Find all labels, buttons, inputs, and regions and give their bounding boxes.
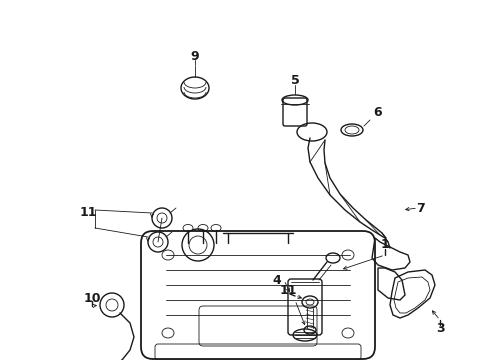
Text: 1: 1	[381, 238, 390, 252]
Text: 5: 5	[291, 73, 299, 86]
Text: 6: 6	[374, 105, 382, 118]
Text: 4: 4	[272, 274, 281, 287]
Text: 9: 9	[191, 49, 199, 63]
Text: 10: 10	[83, 292, 101, 305]
Text: 11: 11	[279, 284, 297, 297]
Text: 3: 3	[436, 321, 444, 334]
Text: 7: 7	[416, 202, 424, 215]
Text: 11: 11	[79, 207, 97, 220]
